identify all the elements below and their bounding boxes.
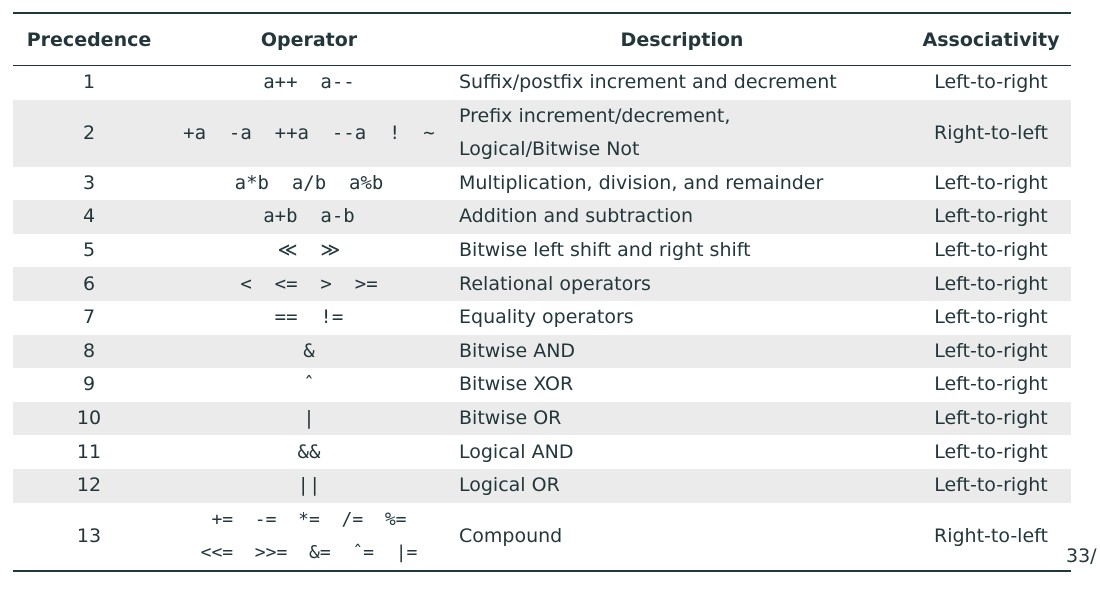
table-row: 13 += -= *= /= %= <<= >>= &= ˆ= |= Compo… xyxy=(13,503,1071,571)
header-precedence: Precedence xyxy=(26,28,152,51)
operator-cell: ≪ ≫ xyxy=(277,239,341,262)
description-cell: Multiplication, division, and remainder xyxy=(459,171,824,194)
precedence-cell: 3 xyxy=(82,171,96,194)
description-cell: Addition and subtraction xyxy=(453,200,911,234)
description-line: Prefix increment/decrement, xyxy=(459,105,731,128)
table-row: 10 | Bitwise OR Left-to-right xyxy=(13,401,1071,436)
description-cell: Bitwise AND xyxy=(453,334,911,369)
precedence-cell: 7 xyxy=(82,306,96,329)
associativity-cell: Left-to-right xyxy=(934,239,1048,262)
table-row: 7 == != Equality operators Left-to-right xyxy=(13,301,1071,335)
operator-line: += -= *= /= %= xyxy=(211,509,407,531)
operator-line: <<= >>= &= ˆ= |= xyxy=(200,542,418,564)
precedence-cell: 4 xyxy=(13,200,165,234)
precedence-cell: 10 xyxy=(13,401,165,436)
associativity-cell: Left-to-right xyxy=(911,267,1071,301)
table-row: 6 < <= > >= Relational operators Left-to… xyxy=(13,267,1071,301)
operator-cell: += -= *= /= %= <<= >>= &= ˆ= |= xyxy=(165,503,453,571)
table-row: 12 || Logical OR Left-to-right xyxy=(13,468,1071,503)
description-cell: Compound xyxy=(459,524,563,547)
precedence-cell: 13 xyxy=(76,524,102,547)
associativity-cell: Right-to-left xyxy=(911,99,1071,167)
operator-cell: a*b a/b a%b xyxy=(234,171,384,194)
operator-cell: & xyxy=(165,334,453,369)
header-operator: Operator xyxy=(260,28,358,51)
description-cell: Logical AND xyxy=(459,440,574,463)
operator-cell: || xyxy=(165,468,453,503)
precedence-cell: 9 xyxy=(82,373,96,396)
table-row: 9 ˆ Bitwise XOR Left-to-right xyxy=(13,368,1071,402)
precedence-cell: 12 xyxy=(13,468,165,503)
table-row: 3 a*b a/b a%b Multiplication, division, … xyxy=(13,167,1071,201)
associativity-cell: Left-to-right xyxy=(911,401,1071,436)
precedence-cell: 1 xyxy=(82,71,96,94)
description-cell: Bitwise XOR xyxy=(459,373,574,396)
description-cell: Equality operators xyxy=(459,306,634,329)
description-cell: Suffix/postfix increment and decrement xyxy=(459,71,837,94)
associativity-cell: Left-to-right xyxy=(911,468,1071,503)
header-associativity: Associativity xyxy=(922,28,1060,51)
associativity-cell: Left-to-right xyxy=(934,440,1048,463)
associativity-cell: Right-to-left xyxy=(934,524,1048,547)
precedence-cell: 5 xyxy=(82,239,96,262)
description-line: Logical/Bitwise Not xyxy=(459,138,640,161)
precedence-cell: 2 xyxy=(13,99,165,167)
table-row: 5 ≪ ≫ Bitwise left shift and right shift… xyxy=(13,234,1071,268)
associativity-cell: Left-to-right xyxy=(934,306,1048,329)
operator-cell: | xyxy=(165,401,453,436)
table-row: 8 & Bitwise AND Left-to-right xyxy=(13,334,1071,369)
operator-precedence-table: Precedence Operator Description Associat… xyxy=(13,12,1071,572)
table-header-row: Precedence Operator Description Associat… xyxy=(13,13,1071,66)
precedence-cell: 11 xyxy=(76,440,102,463)
description-cell: Prefix increment/decrement, Logical/Bitw… xyxy=(453,99,911,167)
associativity-cell: Left-to-right xyxy=(934,71,1048,94)
associativity-cell: Left-to-right xyxy=(934,171,1048,194)
description-cell: Bitwise OR xyxy=(453,401,911,436)
description-cell: Logical OR xyxy=(453,468,911,503)
table-row: 11 && Logical AND Left-to-right xyxy=(13,435,1071,469)
header-description: Description xyxy=(620,28,744,51)
table-row: 4 a+b a-b Addition and subtraction Left-… xyxy=(13,200,1071,234)
operator-cell: < <= > >= xyxy=(165,267,453,301)
operator-cell: +a -a ++a --a ! ∼ xyxy=(165,99,453,167)
operator-cell: && xyxy=(297,440,321,463)
operator-cell: a++ a-- xyxy=(263,71,355,94)
associativity-cell: Left-to-right xyxy=(934,373,1048,396)
precedence-cell: 6 xyxy=(13,267,165,301)
description-cell: Bitwise left shift and right shift xyxy=(459,239,751,262)
operator-cell: ˆ xyxy=(303,373,315,396)
description-cell: Relational operators xyxy=(453,267,911,301)
operator-cell: a+b a-b xyxy=(165,200,453,234)
table-row: 2 +a -a ++a --a ! ∼ Prefix increment/dec… xyxy=(13,99,1071,167)
associativity-cell: Left-to-right xyxy=(911,200,1071,234)
table-row: 1 a++ a-- Suffix/postfix increment and d… xyxy=(13,66,1071,100)
page-number: 33/ xyxy=(1066,545,1097,567)
operator-cell: == != xyxy=(274,306,344,329)
precedence-cell: 8 xyxy=(13,334,165,369)
associativity-cell: Left-to-right xyxy=(911,334,1071,369)
